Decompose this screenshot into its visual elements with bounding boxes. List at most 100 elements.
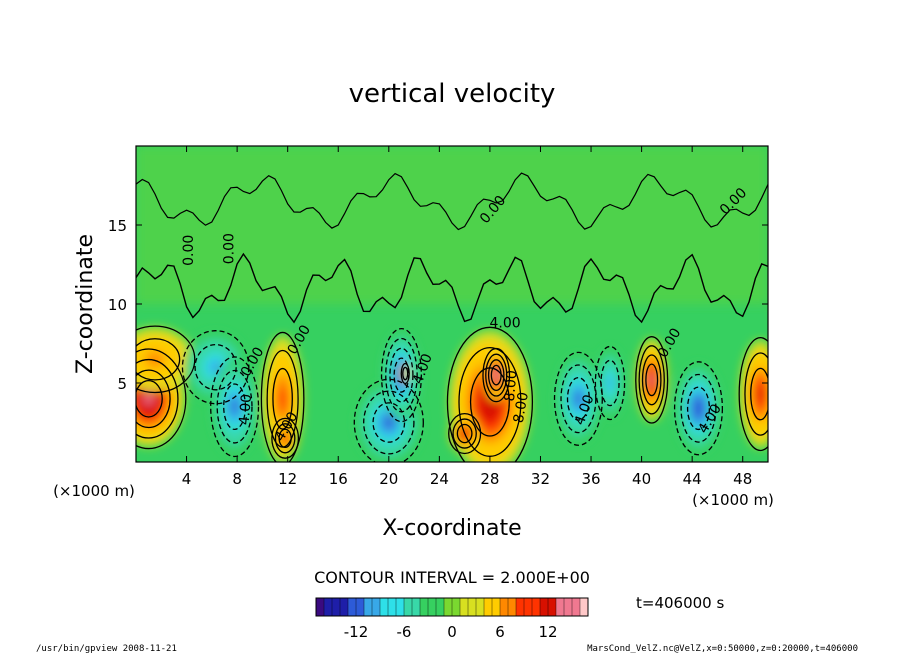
colorbar-segment: [388, 598, 397, 616]
colorbar-segment: [572, 598, 581, 616]
colorbar-tick-label: 12: [538, 623, 557, 641]
contour-line: [594, 345, 626, 421]
contour-line: [271, 417, 300, 459]
colorbar-tick-label: -12: [344, 623, 369, 641]
contour-label: 4.00: [236, 393, 255, 425]
colorbar-segment: [452, 598, 461, 616]
contour-line: [680, 373, 717, 443]
contour-line: [560, 364, 597, 434]
contour-line: [260, 331, 305, 462]
y-axis-label: Z-coordinate: [73, 234, 98, 374]
contour-line: [452, 418, 477, 449]
contour-line: [216, 369, 253, 444]
contour-line: [389, 347, 414, 403]
contour-line: [446, 326, 534, 462]
contour-line: [194, 343, 237, 391]
x-tick-label: 24: [430, 470, 449, 488]
colorbar-segment: [340, 598, 349, 616]
contour-line: [456, 423, 473, 444]
x-tick-label: 8: [232, 470, 242, 488]
x-tick-label: 28: [480, 470, 499, 488]
contour-label: 8.00: [511, 391, 532, 424]
chart-title: vertical velocity: [349, 79, 556, 109]
colorbar-tick-label: -6: [397, 623, 412, 641]
x-axis-label: X-coordinate: [382, 516, 521, 541]
contour-line: [635, 336, 669, 424]
contour-line: [353, 378, 424, 462]
contour-line: [385, 337, 418, 413]
colorbar-segment: [436, 598, 445, 616]
contour-line: [210, 356, 260, 458]
colorbar-segment: [364, 598, 373, 616]
colorbar-segment: [428, 598, 437, 616]
colorbar-segment: [316, 598, 325, 616]
contour-line: [136, 379, 163, 418]
colorbar-segment: [444, 598, 453, 616]
contour-line: [487, 359, 505, 392]
contour-label: 0.00: [221, 233, 237, 264]
colorbar-segment: [404, 598, 413, 616]
footer-left: /usr/bin/gpview 2008-11-21: [36, 644, 177, 654]
contour-line: [750, 367, 768, 421]
colorbar-segment: [348, 598, 357, 616]
x-tick-label: 16: [329, 470, 348, 488]
contour-line: [274, 423, 296, 454]
contour-line: [136, 348, 187, 450]
contour-line: [566, 376, 590, 421]
x-unit-right: (×1000 m): [692, 491, 774, 509]
colorbar-tick-label: 6: [495, 623, 505, 641]
contour-line: [673, 361, 724, 456]
x-unit-left: (×1000 m): [53, 482, 135, 500]
contour-line: [372, 402, 406, 443]
contour-line: [136, 358, 179, 439]
colorbar-segment: [420, 598, 429, 616]
y-tick-label: 5: [117, 375, 127, 393]
colorbar-segment: [380, 598, 389, 616]
colorbar-segment: [372, 598, 381, 616]
colorbar-segment: [476, 598, 485, 616]
time-label: t=406000 s: [636, 594, 724, 612]
contour-line: [744, 352, 768, 436]
plot-area: 0.000.000.000.000.00 0.000.004.00 4.004.00…: [136, 146, 768, 462]
colorbar-segment: [412, 598, 421, 616]
contour-line: [272, 367, 293, 430]
anomaly-cell: [740, 340, 768, 448]
contour-line: [490, 364, 502, 386]
colorbar-segment: [460, 598, 469, 616]
x-tick-label: 44: [683, 470, 702, 488]
anomaly-cell: [596, 348, 624, 418]
contour-line: [600, 359, 620, 407]
contour-line: [638, 345, 665, 415]
colorbar-segment: [556, 598, 565, 616]
x-tick-label: 48: [733, 470, 752, 488]
x-tick-label: 4: [182, 470, 192, 488]
colorbar-segment: [540, 598, 549, 616]
colorbar-segment: [500, 598, 509, 616]
contour-line: [402, 366, 409, 381]
colorbar-frame: [315, 597, 589, 617]
contour-label: 4.00: [490, 316, 521, 332]
colorbar-segment: [324, 598, 333, 616]
contour-line: [686, 386, 711, 431]
x-tick-label: 36: [581, 470, 600, 488]
contour-line: [380, 327, 422, 423]
x-tick-label: 40: [632, 470, 651, 488]
y-tick-label: 10: [108, 296, 127, 314]
colorbar: [315, 597, 589, 617]
contour-line: [136, 338, 181, 381]
contour-line: [641, 354, 662, 406]
contour-line: [136, 369, 171, 429]
x-tick-label: 32: [531, 470, 550, 488]
colorbar-segment: [396, 598, 405, 616]
colorbar-segment: [508, 598, 517, 616]
x-tick-label: 12: [278, 470, 297, 488]
colorbar-tick-label: 0: [447, 623, 457, 641]
colorbar-segment: [492, 598, 501, 616]
contour-line: [485, 353, 508, 397]
anomaly-cell: [675, 364, 722, 453]
contour-label: 0.00: [181, 235, 197, 266]
contour-line: [553, 351, 603, 446]
anomaly-cell: [136, 327, 193, 391]
contour-line: [645, 363, 659, 397]
